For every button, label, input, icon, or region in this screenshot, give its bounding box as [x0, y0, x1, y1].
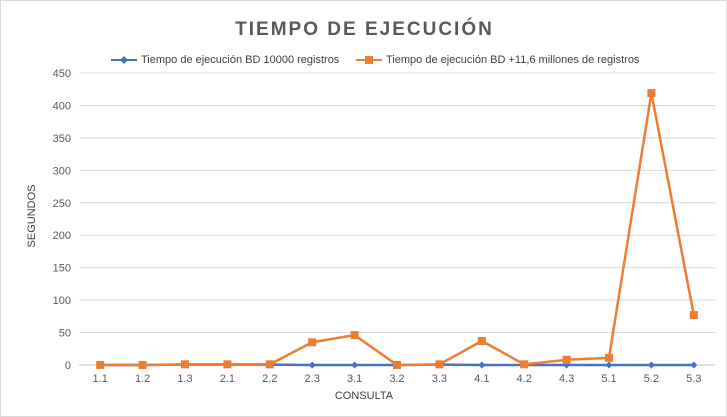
data-point-diamond: [351, 361, 359, 369]
data-point-diamond: [690, 361, 698, 369]
x-tick-label: 1.1: [93, 373, 108, 385]
data-point-square: [393, 361, 401, 369]
y-tick-label: 200: [53, 230, 71, 242]
data-point-diamond: [308, 361, 316, 369]
y-tick-label: 300: [53, 165, 71, 177]
x-tick-label: 2.3: [305, 373, 320, 385]
legend-square-marker-icon: [356, 56, 382, 64]
data-point-square: [605, 353, 613, 362]
legend-item-series-2: Tiempo de ejecución BD +11,6 millones de…: [356, 54, 639, 66]
data-point-square: [223, 360, 232, 369]
y-tick-label: 350: [53, 133, 71, 145]
data-point-square: [308, 338, 317, 347]
legend: Tiempo de ejecución BD 10000 registros T…: [1, 54, 727, 70]
data-point-square: [96, 361, 105, 369]
data-point-square: [562, 355, 571, 364]
chart-title: TIEMPO DE EJECUCIÓN: [235, 19, 494, 40]
legend-label-series-1: Tiempo de ejecución BD 10000 registros: [141, 54, 340, 66]
data-point-diamond: [478, 361, 486, 369]
y-tick-label: 50: [59, 328, 71, 340]
y-tick-label: 450: [53, 68, 71, 80]
x-tick-label: 5.3: [686, 373, 701, 385]
data-point-diamond: [605, 361, 613, 369]
data-point-square: [181, 360, 189, 369]
data-point-square: [520, 360, 529, 369]
data-point-square: [350, 331, 359, 340]
legend-diamond-marker-icon: [111, 56, 137, 64]
data-point-square: [647, 89, 656, 98]
x-tick-label: 5.1: [601, 373, 616, 385]
x-tick-label: 4.3: [559, 373, 574, 385]
x-axis-label: CONSULTA: [334, 390, 394, 402]
series-line-2: [100, 91, 696, 367]
x-tick-label: 2.2: [262, 373, 277, 385]
x-tick-label: 3.1: [347, 373, 362, 385]
data-point-square: [689, 311, 698, 320]
y-tick-label: 150: [53, 263, 71, 275]
x-tick-label: 4.2: [517, 373, 532, 385]
y-tick-label: 100: [53, 295, 71, 307]
x-tick-label: 5.2: [644, 373, 659, 385]
y-tick-label: 250: [53, 198, 71, 210]
data-point-square: [477, 336, 486, 345]
legend-label-series-2: Tiempo de ejecución BD +11,6 millones de…: [386, 54, 640, 66]
data-point-square: [265, 360, 274, 369]
x-tick-label: 1.2: [135, 373, 150, 385]
x-tick-label: 2.1: [220, 373, 235, 385]
data-point-square: [435, 360, 444, 369]
x-tick-label: 3.2: [389, 373, 404, 385]
x-tick-label: 4.1: [474, 373, 489, 385]
y-tick-label: 400: [53, 100, 71, 112]
y-tick-label: 0: [65, 360, 71, 372]
data-point-diamond: [647, 361, 655, 369]
x-tick-label: 3.3: [432, 373, 447, 385]
x-tick-label: 1.3: [177, 373, 192, 385]
data-point-square: [138, 361, 147, 369]
legend-item-series-1: Tiempo de ejecución BD 10000 registros: [111, 54, 339, 66]
